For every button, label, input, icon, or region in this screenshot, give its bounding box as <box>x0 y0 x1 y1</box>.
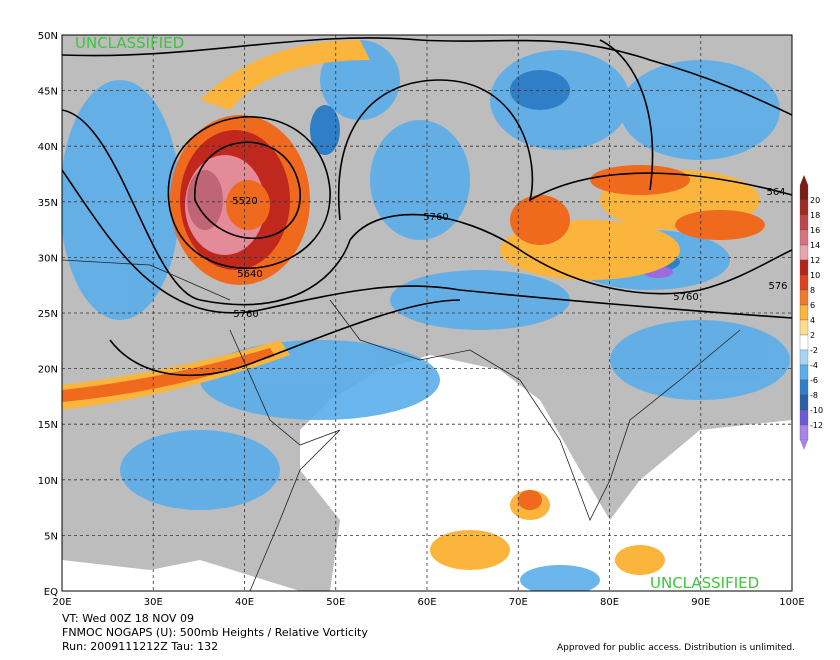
contour-labels: 552056405760576057605645765760 <box>232 187 787 320</box>
classification-bottom: UNCLASSIFIED <box>650 574 759 592</box>
lon-label: 50E <box>326 597 345 608</box>
lon-label: 20E <box>52 597 71 608</box>
colorbar-swatch <box>799 229 809 246</box>
colorbar-label: -10 <box>810 406 823 415</box>
run-info: Run: 2009111212Z Tau: 132 <box>62 640 218 653</box>
lat-label: 30N <box>38 253 58 264</box>
contour-label: 576 <box>768 281 787 292</box>
product: FNMOC NOGAPS (U): 500mb Heights / Relati… <box>62 626 368 639</box>
lat-label: 15N <box>38 420 58 431</box>
axis-labels: EQ 5N 10N 15N 20N 25N 30N 35N 40N 45N 50N 20E 30E 40E… <box>38 31 805 608</box>
contour-label: 5640 <box>237 269 262 280</box>
lon-label: 30E <box>144 597 163 608</box>
colorbar-cap <box>800 175 808 185</box>
contour-label: 564 <box>766 187 785 198</box>
valid-time: VT: Wed 00Z 18 NOV 09 <box>62 612 194 625</box>
map-field: 552056405760576057605645765760 <box>62 35 792 591</box>
lat-label: 25N <box>38 309 58 320</box>
contour-label: 5760 <box>673 292 698 303</box>
colorbar-label: -4 <box>810 361 818 370</box>
colorbar-label: -6 <box>810 376 818 385</box>
colorbar-label: 16 <box>810 226 820 235</box>
colorbar-label: 6 <box>810 301 815 310</box>
colorbar-cap <box>800 440 808 450</box>
lon-label: 40E <box>235 597 254 608</box>
colorbar-swatch <box>799 304 809 321</box>
contour-label: 5760 <box>233 309 258 320</box>
colorbar-swatch <box>799 424 809 441</box>
colorbar-swatch <box>799 319 809 336</box>
contour-label: 5520 <box>232 196 257 207</box>
colorbar-swatch <box>799 394 809 411</box>
ocean <box>300 355 792 591</box>
colorbar-swatch <box>799 199 809 216</box>
colorbar-label: 10 <box>810 271 820 280</box>
lon-label: 100E <box>779 597 804 608</box>
lon-label: 90E <box>691 597 710 608</box>
lat-label: 40N <box>38 142 58 153</box>
lat-label: 20N <box>38 365 58 376</box>
colorbar-swatch <box>799 379 809 396</box>
lat-label: 45N <box>38 87 58 98</box>
colorbar-label: 20 <box>810 196 820 205</box>
lat-label: EQ <box>44 587 58 598</box>
lat-label: 35N <box>38 198 58 209</box>
colorbar-label: 2 <box>810 331 815 340</box>
map-frame <box>61 34 793 592</box>
colorbar-swatch <box>799 184 809 201</box>
height-contours <box>62 37 792 377</box>
coastlines <box>62 259 741 591</box>
lon-label: 80E <box>600 597 619 608</box>
colorbar-label: 12 <box>810 256 820 265</box>
colorbar-swatch <box>799 214 809 231</box>
ocean <box>62 560 300 591</box>
colorbar-label: 8 <box>810 286 815 295</box>
colorbar: 20 18 16 14 12 10 8 6 4 2 -2 -4 -6 -8 -10 -12 <box>799 175 823 450</box>
colorbar-label: 4 <box>810 316 815 325</box>
colorbar-swatch <box>799 334 809 351</box>
colorbar-swatch <box>799 409 809 426</box>
colorbar-swatch <box>799 274 809 291</box>
colorbar-swatch <box>799 364 809 381</box>
classification-top: UNCLASSIFIED <box>75 34 184 52</box>
lat-label: 50N <box>38 31 58 42</box>
colorbar-swatch <box>799 349 809 366</box>
colorbar-swatch <box>799 244 809 261</box>
contour-label: 5760 <box>423 212 448 223</box>
colorbar-label: 14 <box>810 241 820 250</box>
colorbar-label: 18 <box>810 211 820 220</box>
colorbar-swatch <box>799 289 809 306</box>
lat-label: 5N <box>44 531 58 542</box>
colorbar-label: -2 <box>810 346 818 355</box>
colorbar-label: -12 <box>810 421 823 430</box>
disclaimer: Approved for public access. Distribution… <box>557 643 795 653</box>
positive-vorticity-strong <box>180 130 290 270</box>
lon-label: 60E <box>417 597 436 608</box>
lon-label: 70E <box>509 597 528 608</box>
colorbar-swatch <box>799 259 809 276</box>
colorbar-label: -8 <box>810 391 818 400</box>
lat-label: 10N <box>38 476 58 487</box>
